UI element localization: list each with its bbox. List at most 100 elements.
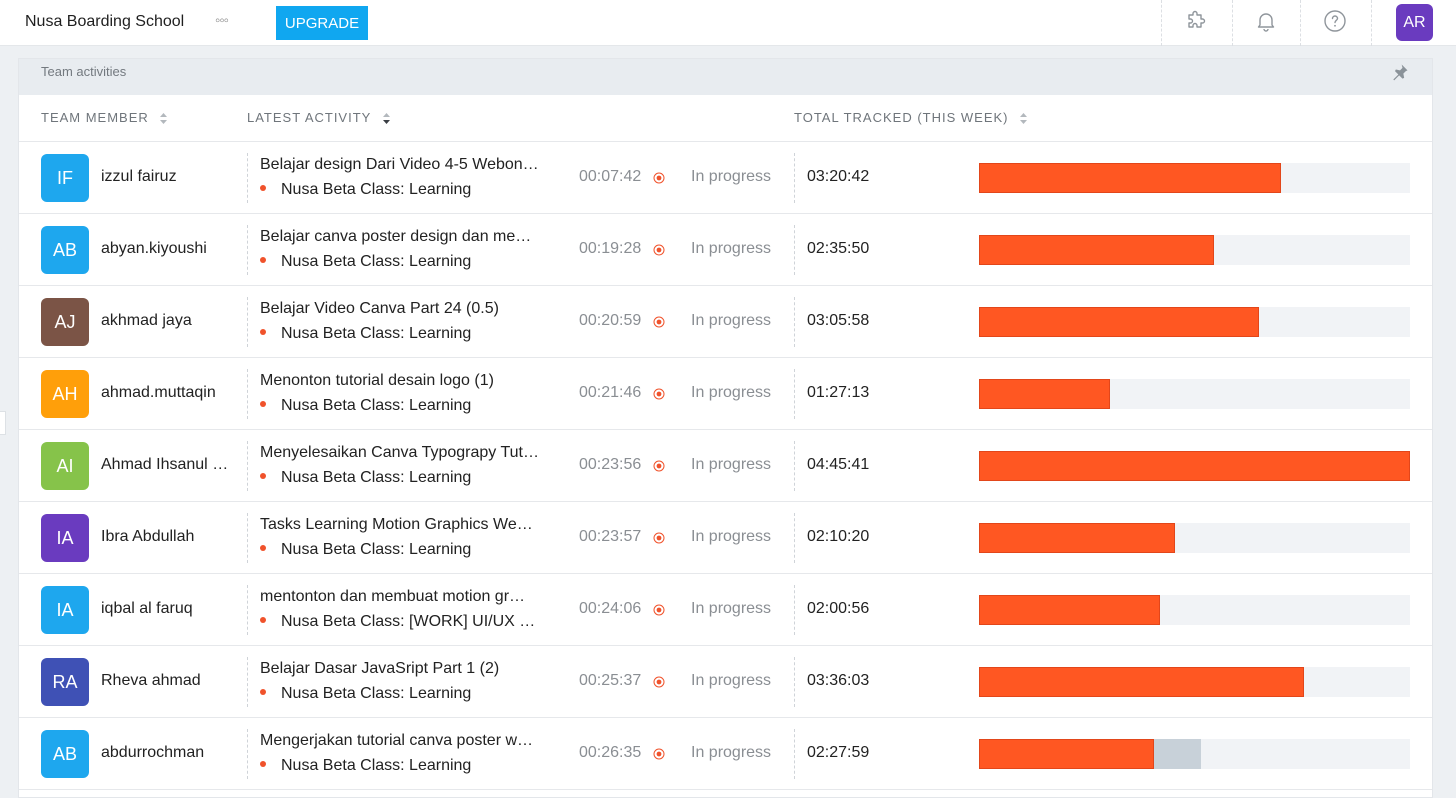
panel-header: Team activities [19,59,1432,95]
total-tracked: 01:27:13 [807,384,870,401]
column-total-tracked[interactable]: TOTAL TRACKED (THIS WEEK) [794,110,1028,125]
member-name[interactable]: ahmad.muttaqin [101,384,216,401]
project-name: Nusa Beta Class: Learning [281,757,472,774]
user-avatar[interactable]: AR [1396,4,1433,41]
divider [1371,0,1372,46]
pin-icon[interactable] [1390,62,1410,82]
table-row[interactable]: RA Rheva ahmad Belajar Dasar JavaSript Par… [19,646,1432,718]
tracked-bar [979,595,1410,625]
table-row[interactable]: IF izzul fairuz Belajar design Dari Video … [19,142,1432,214]
divider [794,585,795,635]
table-row[interactable]: AI Ahmad Ihsanul Hakim Menyelesaikan Canva… [19,430,1432,502]
workspace-name[interactable]: Nusa Boarding School [25,13,185,30]
project-dot-icon [260,400,266,407]
member-name[interactable]: Rheva ahmad [101,672,201,689]
upgrade-button[interactable]: UPGRADE [276,6,368,40]
notifications-bell-icon[interactable] [1254,9,1278,33]
member-avatar[interactable]: IA [41,586,89,634]
member-name[interactable]: Ibra Abdullah [101,528,195,545]
member-name[interactable]: abdurrochman [101,744,205,761]
activity-duration: 00:19:28 [579,240,642,257]
project-name: Nusa Beta Class: Learning [281,253,472,270]
recording-icon [653,676,665,688]
activity-title: Belajar canva poster design dan me… [260,228,532,245]
total-tracked: 04:45:41 [807,456,870,473]
activity-status: In progress [691,456,772,473]
member-avatar[interactable]: AB [41,730,89,778]
project-name: Nusa Beta Class: Learning [281,397,472,414]
divider [794,153,795,203]
recording-icon [653,244,665,256]
table-row[interactable]: AJ akhmad jaya Belajar Video Canva Part 24… [19,286,1432,358]
project-name: Nusa Beta Class: Learning [281,325,472,342]
table-row[interactable]: AB abyan.kiyoushi Belajar canva poster des… [19,214,1432,286]
member-name[interactable]: abyan.kiyoushi [101,240,207,257]
tracked-bar-fill [979,523,1175,553]
activity-status: In progress [691,744,772,761]
divider [794,369,795,419]
sort-icon [160,113,168,125]
project-dot-icon [260,544,266,551]
project-dot-icon [260,472,266,479]
panel-title: Team activities [41,64,127,79]
table-row[interactable]: AB abdurrochman Mengerjakan tutorial canva… [19,718,1432,790]
total-tracked: 03:05:58 [807,312,870,329]
member-avatar[interactable]: AJ [41,298,89,346]
activity-project: Nusa Beta Class: [WORK] UI/UX … [260,613,540,631]
tracked-bar-fill [979,163,1281,193]
sort-active-icon [382,113,390,125]
member-avatar[interactable]: RA [41,658,89,706]
activity-duration: 00:25:37 [579,672,642,689]
activity-duration: 00:23:56 [579,456,642,473]
table-row[interactable]: AH ahmad.muttaqin Menonton tutorial desain… [19,358,1432,430]
tracked-bar-fill [979,667,1304,697]
activity-project: Nusa Beta Class: Learning [260,757,540,775]
member-name[interactable]: Ahmad Ihsanul Hakim [101,456,231,473]
activity-status: In progress [691,168,772,185]
tracked-bar [979,379,1410,409]
project-name: Nusa Beta Class: [WORK] UI/UX … [281,613,536,630]
activity-title: Mengerjakan tutorial canva poster w… [260,732,534,749]
recording-icon [653,604,665,616]
divider [1300,0,1301,46]
top-bar: Nusa Boarding School ◦◦◦ UPGRADE AR [0,0,1456,46]
divider [794,297,795,347]
activity-project: Nusa Beta Class: Learning [260,325,540,343]
table-row[interactable]: IA Ibra Abdullah Tasks Learning Motion Gra… [19,502,1432,574]
divider [247,369,248,419]
member-avatar[interactable]: AI [41,442,89,490]
column-team-member[interactable]: TEAM MEMBER [41,110,168,125]
member-avatar[interactable]: AH [41,370,89,418]
project-dot-icon [260,616,266,623]
integrations-puzzle-icon[interactable] [1184,9,1208,33]
column-latest-activity[interactable]: LATEST ACTIVITY [247,110,391,125]
help-icon[interactable] [1323,9,1347,33]
divider [247,441,248,491]
project-name: Nusa Beta Class: Learning [281,685,472,702]
member-avatar[interactable]: AB [41,226,89,274]
recording-icon [653,316,665,328]
divider [247,153,248,203]
tracked-bar-fill [979,595,1160,625]
activity-project: Nusa Beta Class: Learning [260,685,540,703]
member-avatar[interactable]: IF [41,154,89,202]
divider [794,729,795,779]
member-name[interactable]: akhmad jaya [101,312,192,329]
member-avatar[interactable]: IA [41,514,89,562]
divider [1161,0,1162,46]
divider [1232,0,1233,46]
tracked-bar [979,739,1410,769]
tracked-bar [979,451,1410,481]
total-tracked: 02:10:20 [807,528,870,545]
divider [794,657,795,707]
table-row[interactable]: IA iqbal al faruq mentonton dan membuat mo… [19,574,1432,646]
total-tracked: 02:27:59 [807,744,870,761]
tracked-bar [979,523,1410,553]
tracked-bar-fill [979,307,1259,337]
activity-project: Nusa Beta Class: Learning [260,397,540,415]
more-options-icon[interactable]: ◦◦◦ [215,12,229,29]
member-name[interactable]: iqbal al faruq [101,600,193,617]
member-name[interactable]: izzul fairuz [101,168,177,185]
side-handle[interactable] [0,411,6,435]
activity-project: Nusa Beta Class: Learning [260,181,540,199]
